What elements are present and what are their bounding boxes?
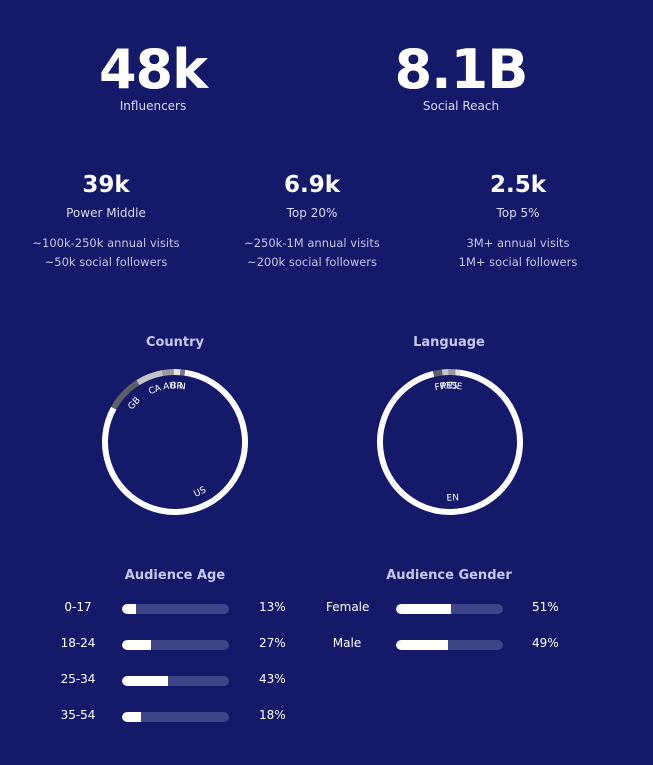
tier-top20-count: 6.9k xyxy=(283,172,341,198)
tier-top20-desc: ~250k-1M annual visits ~200k social foll… xyxy=(212,234,412,272)
audience-age-chart: 0-17 13% 18-24 27% 25-34 43% 35-54 18% xyxy=(0,600,326,740)
audience-gender-chart: Female 51% Male 49% xyxy=(326,600,653,680)
donut-slice-ca xyxy=(136,370,164,386)
bar-fill xyxy=(396,640,449,650)
tier-desc-visits: 3M+ annual visits xyxy=(466,236,570,250)
bar-category-label: 18-24 xyxy=(60,636,96,650)
country-chart-title: Country xyxy=(145,335,205,350)
donut-slice-gb xyxy=(111,380,140,410)
tier-power-middle-count: 39k xyxy=(82,172,130,198)
donut-slice-fr xyxy=(432,369,443,377)
influencers-label: Influencers xyxy=(119,99,187,113)
bar-value-label: 27% xyxy=(259,636,286,650)
bar-category-label: Female xyxy=(326,600,370,614)
bar-fill xyxy=(122,604,136,614)
tier-desc-followers: ~200k social followers xyxy=(246,255,378,269)
bar-category-label: Male xyxy=(332,636,362,650)
bar-value-label: 49% xyxy=(532,636,559,650)
tier-desc-followers: ~50k social followers xyxy=(44,255,168,269)
bar-track xyxy=(396,604,503,614)
donut-label-es: ES xyxy=(446,381,458,391)
bar-fill xyxy=(396,604,451,614)
bar-value-label: 13% xyxy=(259,600,286,614)
donut-label-fr: FR xyxy=(434,381,447,393)
influencers-count: 48k xyxy=(98,38,208,101)
bar-track xyxy=(122,712,229,722)
donut-label-gb: GB xyxy=(127,396,143,412)
donut-label-ca: CA xyxy=(147,383,163,397)
tier-desc-visits: ~250k-1M annual visits xyxy=(244,236,380,250)
donut-slice-us xyxy=(102,369,248,515)
language-chart-title: Language xyxy=(413,335,485,350)
audience-age-title: Audience Age xyxy=(124,568,226,583)
bar-category-label: 0-17 xyxy=(64,600,92,614)
tier-top20-label: Top 20% xyxy=(286,206,338,220)
donut-label-pt: PT xyxy=(441,381,453,392)
bar-fill xyxy=(122,712,142,722)
donut-label-us: US xyxy=(193,485,209,500)
social-reach-count: 8.1B xyxy=(394,38,529,101)
donut-label-br: BR xyxy=(170,381,183,391)
bar-track xyxy=(396,640,503,650)
bar-track xyxy=(122,640,229,650)
donut-label-en: EN xyxy=(446,493,459,504)
bar-fill xyxy=(122,640,151,650)
bar-track xyxy=(122,676,229,686)
tier-top5-desc: 3M+ annual visits 1M+ social followers xyxy=(418,234,618,272)
bar-category-label: 25-34 xyxy=(60,672,96,686)
donut-label-au: AU xyxy=(163,381,177,392)
bar-fill xyxy=(122,676,168,686)
tier-power-middle-label: Power Middle xyxy=(66,206,146,220)
bar-value-label: 51% xyxy=(532,600,559,614)
bar-track xyxy=(122,604,229,614)
donut-label-in: IN xyxy=(176,381,186,392)
donut-label-de: DE xyxy=(449,381,463,392)
tier-top5-label: Top 5% xyxy=(496,206,540,220)
bar-value-label: 18% xyxy=(259,708,286,722)
bar-value-label: 43% xyxy=(259,672,286,686)
tier-desc-visits: ~100k-250k annual visits xyxy=(32,236,180,250)
bar-category-label: 35-54 xyxy=(60,708,96,722)
donut-slice-au xyxy=(162,369,174,377)
social-reach-label: Social Reach xyxy=(422,99,500,113)
audience-gender-title: Audience Gender xyxy=(386,568,512,583)
donut-slice-en xyxy=(377,369,523,515)
tier-power-middle-desc: ~100k-250k annual visits ~50k social fol… xyxy=(6,234,206,272)
tier-top5-count: 2.5k xyxy=(489,172,547,198)
tier-desc-followers: 1M+ social followers xyxy=(458,255,578,269)
